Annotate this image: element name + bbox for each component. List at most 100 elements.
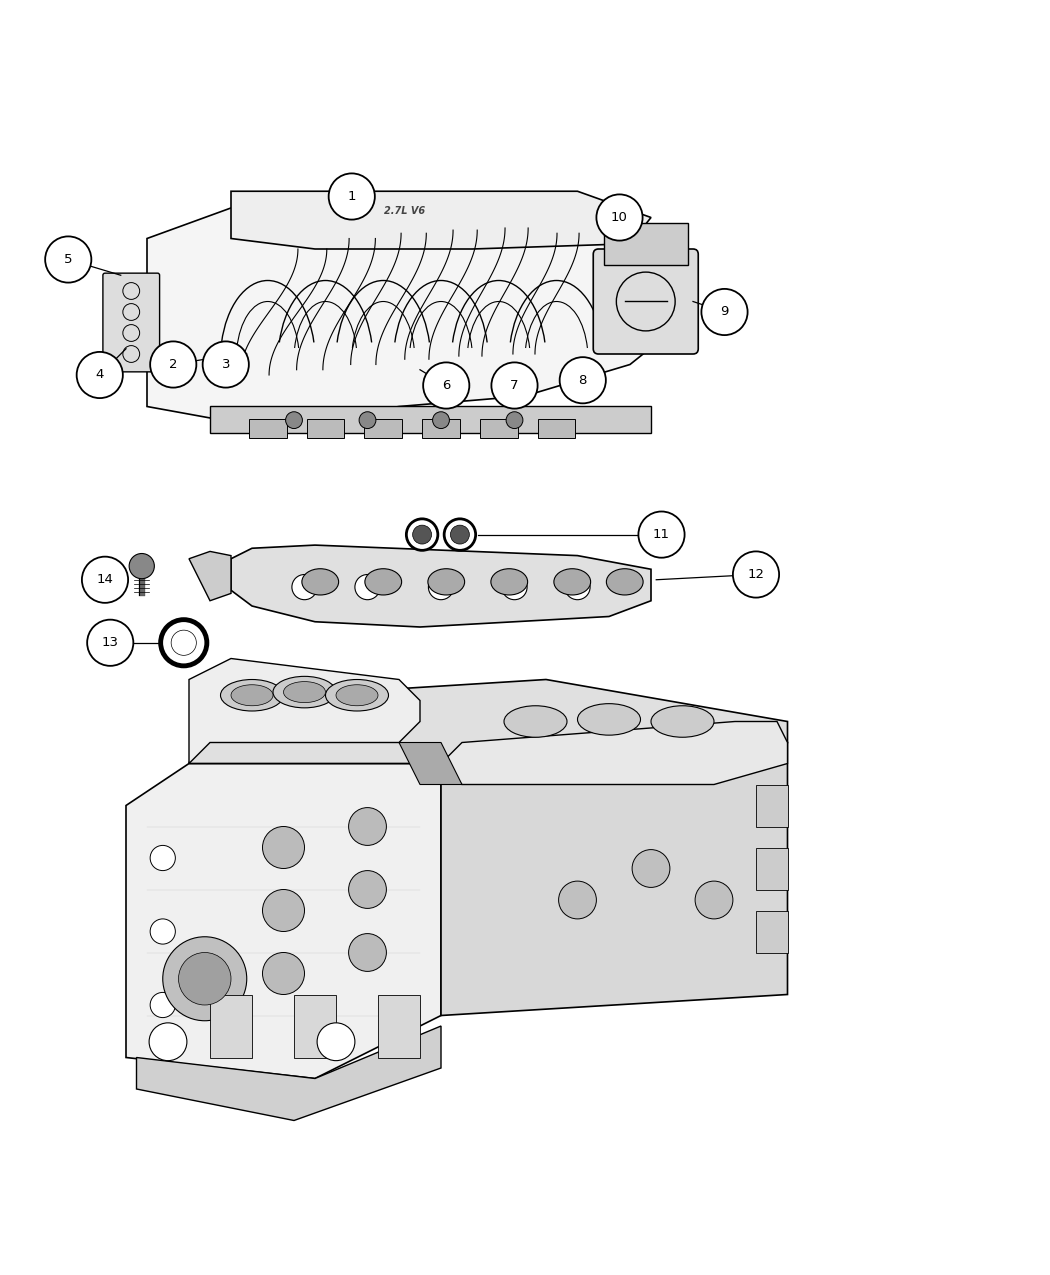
Bar <box>378 994 420 1057</box>
Circle shape <box>45 236 91 283</box>
Bar <box>307 419 344 439</box>
PathPatch shape <box>441 722 788 784</box>
PathPatch shape <box>189 680 788 764</box>
Text: 10: 10 <box>611 210 628 224</box>
Text: 1: 1 <box>348 190 356 203</box>
Circle shape <box>701 289 748 335</box>
Ellipse shape <box>326 680 388 711</box>
Ellipse shape <box>554 569 590 595</box>
Text: 2: 2 <box>169 358 177 371</box>
Bar <box>756 910 788 952</box>
Ellipse shape <box>302 569 338 595</box>
Circle shape <box>733 551 779 598</box>
Ellipse shape <box>607 569 643 595</box>
Circle shape <box>559 881 596 919</box>
Circle shape <box>632 849 670 887</box>
Bar <box>756 848 788 890</box>
Ellipse shape <box>336 685 378 706</box>
Circle shape <box>450 525 469 544</box>
Bar <box>538 419 575 439</box>
Circle shape <box>491 362 538 408</box>
Circle shape <box>560 357 606 403</box>
Circle shape <box>565 575 590 599</box>
PathPatch shape <box>399 742 462 784</box>
PathPatch shape <box>231 546 651 627</box>
Ellipse shape <box>220 680 284 711</box>
FancyBboxPatch shape <box>593 249 698 354</box>
Text: 2.7L V6: 2.7L V6 <box>383 207 425 217</box>
Circle shape <box>87 620 133 666</box>
Circle shape <box>150 919 175 944</box>
Text: 5: 5 <box>64 252 72 266</box>
Text: 14: 14 <box>97 574 113 586</box>
Circle shape <box>149 1023 187 1061</box>
PathPatch shape <box>441 742 788 1015</box>
Circle shape <box>161 620 207 666</box>
Circle shape <box>502 575 527 599</box>
Text: 11: 11 <box>653 528 670 541</box>
Circle shape <box>329 173 375 219</box>
Ellipse shape <box>578 704 640 736</box>
Circle shape <box>413 525 432 544</box>
Ellipse shape <box>365 569 401 595</box>
Circle shape <box>82 557 128 603</box>
Circle shape <box>349 933 386 972</box>
Ellipse shape <box>231 685 273 706</box>
Circle shape <box>150 992 175 1017</box>
Text: 12: 12 <box>748 567 764 581</box>
Bar <box>756 784 788 826</box>
Circle shape <box>150 342 196 388</box>
PathPatch shape <box>231 191 651 249</box>
Circle shape <box>359 412 376 428</box>
Text: 9: 9 <box>720 306 729 319</box>
PathPatch shape <box>147 196 682 427</box>
Text: 13: 13 <box>102 636 119 649</box>
Ellipse shape <box>491 569 527 595</box>
Circle shape <box>506 412 523 428</box>
Text: 7: 7 <box>510 379 519 391</box>
PathPatch shape <box>126 764 441 1079</box>
Circle shape <box>444 519 476 551</box>
PathPatch shape <box>189 551 231 601</box>
Bar <box>294 994 336 1057</box>
Bar <box>249 419 287 439</box>
Circle shape <box>77 352 123 398</box>
Circle shape <box>262 826 304 868</box>
Circle shape <box>203 342 249 388</box>
Circle shape <box>262 952 304 994</box>
FancyBboxPatch shape <box>103 273 160 372</box>
Ellipse shape <box>284 682 326 703</box>
Circle shape <box>638 511 685 557</box>
Circle shape <box>317 1023 355 1061</box>
Circle shape <box>349 807 386 845</box>
Ellipse shape <box>504 706 567 737</box>
Circle shape <box>596 194 643 241</box>
Text: 6: 6 <box>442 379 450 391</box>
Circle shape <box>262 890 304 932</box>
PathPatch shape <box>189 658 420 764</box>
Circle shape <box>695 881 733 919</box>
Circle shape <box>129 553 154 579</box>
Ellipse shape <box>428 569 464 595</box>
Circle shape <box>428 575 454 599</box>
Ellipse shape <box>273 676 336 708</box>
Circle shape <box>349 871 386 908</box>
Bar <box>210 994 252 1057</box>
Circle shape <box>178 952 231 1005</box>
Circle shape <box>286 412 302 428</box>
Text: 3: 3 <box>222 358 230 371</box>
Bar <box>364 419 402 439</box>
Circle shape <box>433 412 449 428</box>
Circle shape <box>406 519 438 551</box>
PathPatch shape <box>136 1026 441 1121</box>
Bar <box>210 407 651 432</box>
Text: 4: 4 <box>96 368 104 381</box>
Bar <box>422 419 460 439</box>
Text: 8: 8 <box>579 374 587 386</box>
Circle shape <box>163 937 247 1021</box>
Circle shape <box>423 362 469 408</box>
Circle shape <box>355 575 380 599</box>
Circle shape <box>171 630 196 655</box>
Bar <box>604 223 688 265</box>
Circle shape <box>150 845 175 871</box>
